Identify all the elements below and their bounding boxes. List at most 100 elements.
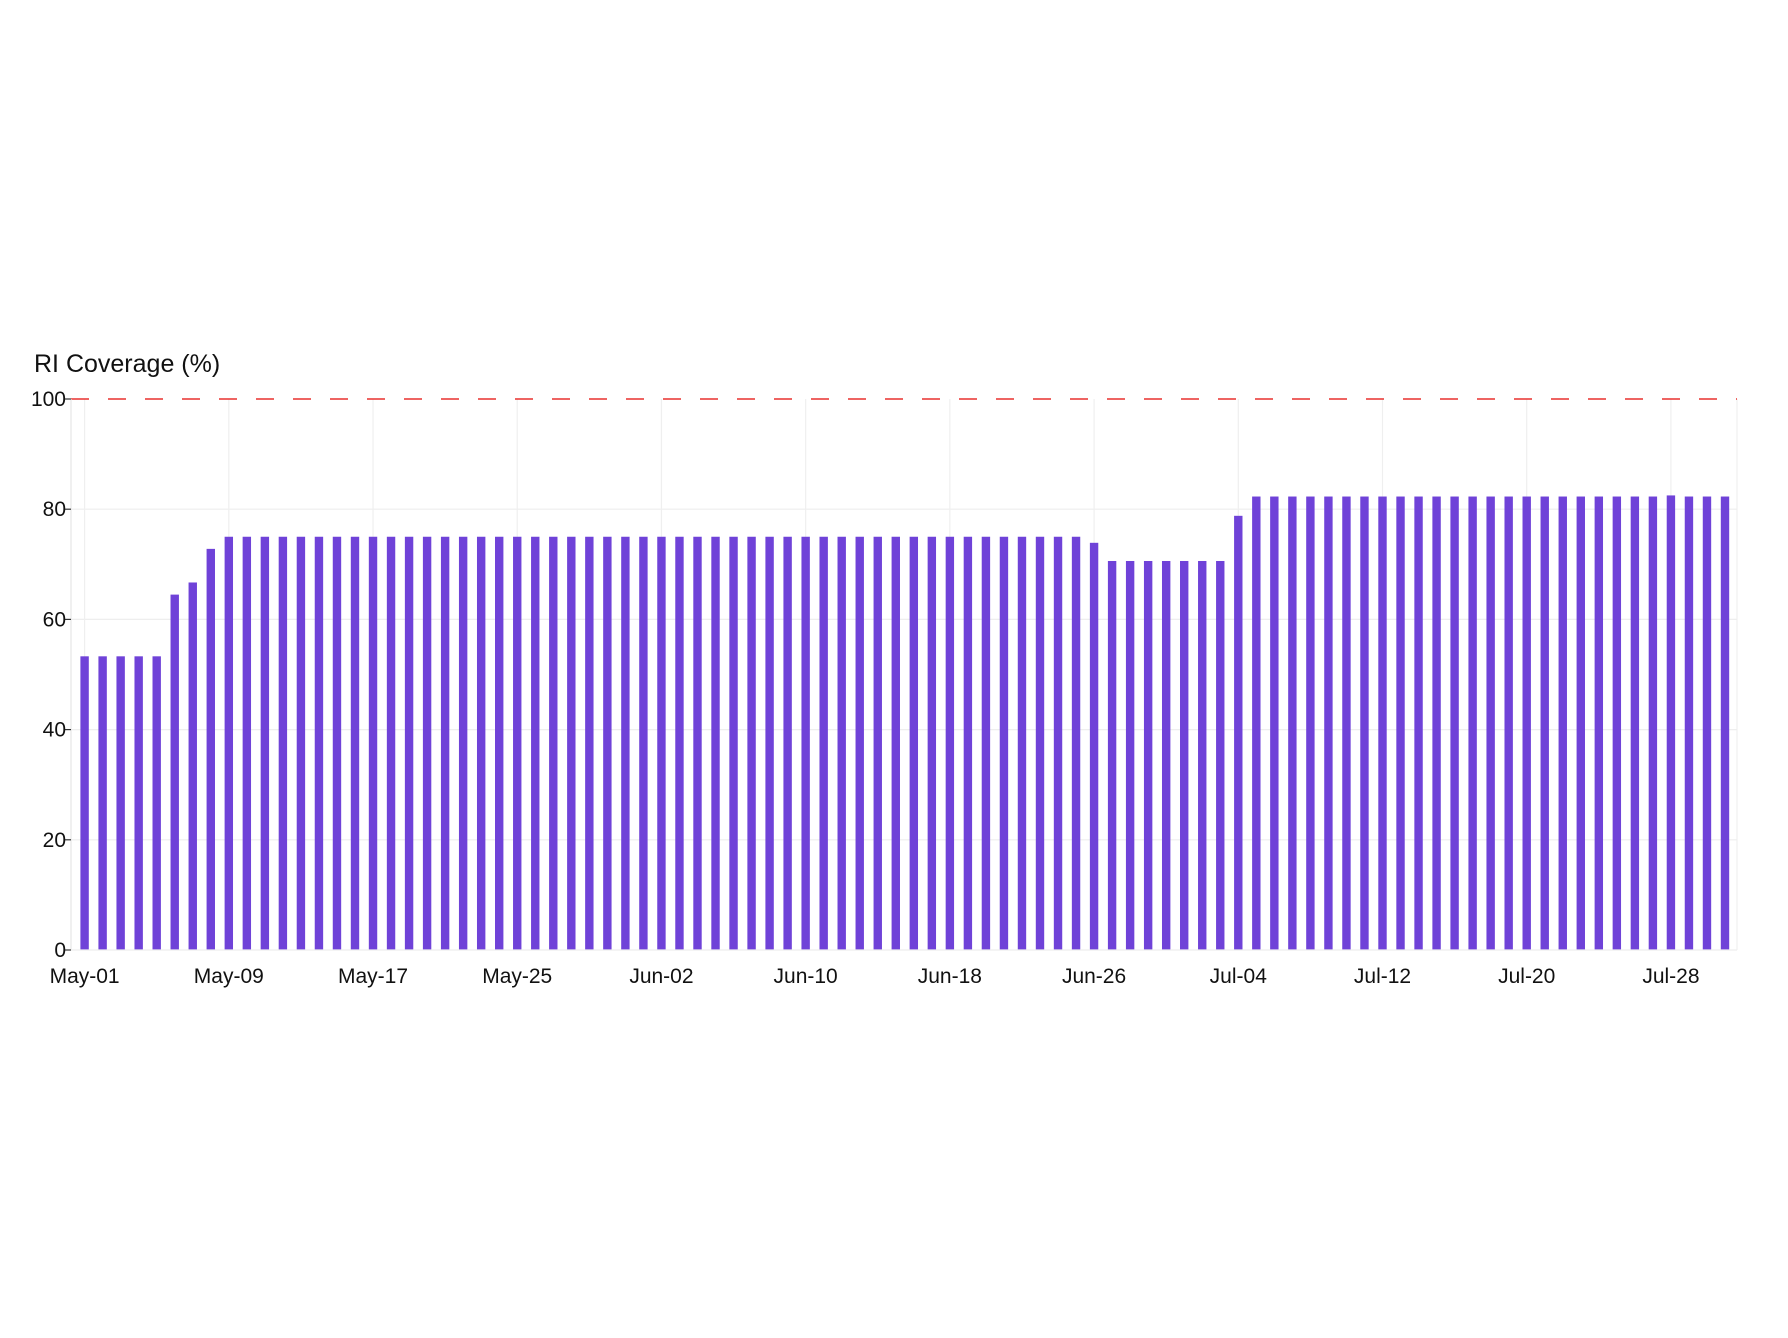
x-tick-label: Jun-02 [629, 965, 693, 988]
bar [585, 536, 594, 950]
bar [1378, 496, 1387, 950]
bar [1216, 560, 1225, 950]
bar [999, 536, 1009, 950]
bar [422, 536, 432, 950]
bar [1558, 496, 1567, 950]
bar [1252, 496, 1261, 950]
y-axis-label: RI Coverage (%) [34, 350, 220, 378]
bar [368, 536, 378, 950]
y-tick-label: 0 [54, 939, 66, 962]
bar [927, 536, 937, 950]
bar [1702, 496, 1712, 950]
bar [837, 536, 846, 950]
x-tick-label: Jul-28 [1642, 965, 1699, 988]
bar [747, 536, 756, 950]
bar [1180, 560, 1189, 950]
bar [98, 656, 107, 950]
bar [170, 594, 179, 950]
bar [531, 536, 540, 950]
bar [603, 536, 612, 950]
bar [1342, 496, 1351, 950]
bar [711, 536, 720, 950]
bar [855, 536, 864, 950]
bar [1432, 496, 1441, 950]
bar-series [80, 495, 1730, 950]
bar [783, 536, 792, 950]
bar [1089, 542, 1099, 950]
bar [1684, 496, 1694, 950]
bar [404, 536, 414, 950]
x-tick-label: Jun-18 [918, 965, 982, 988]
bar [314, 536, 324, 950]
bar [1288, 496, 1297, 950]
x-tick-label: Jul-12 [1354, 965, 1411, 988]
bar [1594, 496, 1604, 950]
bar [891, 536, 900, 950]
bar [657, 536, 666, 950]
bar [945, 536, 955, 950]
bar [1612, 496, 1622, 950]
bar [116, 656, 125, 950]
bar [1270, 496, 1279, 950]
bar [440, 536, 450, 950]
bar [188, 582, 197, 950]
x-tick-label: Jul-04 [1210, 965, 1268, 988]
y-tick-label: 80 [43, 498, 66, 521]
bar [458, 536, 468, 950]
bar [873, 536, 882, 950]
bar [386, 536, 396, 950]
bar [80, 656, 89, 950]
bar [476, 536, 486, 950]
x-tick-label: May-17 [338, 965, 408, 988]
x-tick-label: May-09 [194, 965, 264, 988]
bar [801, 536, 810, 950]
y-tick-label: 20 [43, 829, 66, 852]
bar [1143, 560, 1153, 950]
bar [1107, 560, 1117, 950]
bar [963, 536, 973, 950]
bar [729, 536, 738, 950]
bar [152, 656, 161, 950]
bar [621, 536, 630, 950]
bar [1071, 536, 1081, 950]
bar [675, 536, 684, 950]
bar [549, 536, 558, 950]
bar [567, 536, 576, 950]
bar [909, 536, 919, 950]
bar [1053, 536, 1063, 950]
x-tick-label: May-01 [50, 965, 120, 988]
x-tick-label: Jul-20 [1498, 965, 1555, 988]
y-tick-label: 60 [43, 608, 66, 631]
bar [206, 548, 215, 950]
bar [260, 536, 270, 950]
bar [296, 536, 306, 950]
bar [1125, 560, 1135, 950]
y-tick-label: 40 [43, 719, 66, 742]
bar [1468, 496, 1477, 950]
bar [1198, 560, 1207, 950]
bar [1630, 496, 1640, 950]
bar [1486, 496, 1495, 950]
y-tick-label: 100 [31, 388, 66, 411]
x-tick-label: Jun-10 [774, 965, 838, 988]
bar [224, 536, 234, 950]
bar [1360, 496, 1369, 950]
bar [1161, 560, 1171, 950]
bar [350, 536, 360, 950]
bar [1576, 496, 1585, 950]
bar [1450, 496, 1459, 950]
bar [495, 536, 504, 950]
bar [765, 536, 774, 950]
bar [1522, 496, 1531, 950]
bar [242, 536, 252, 950]
x-axis: May-01 May-09 May-17 May-25 Jun-02 Jun-10 Jun-… [50, 949, 1737, 988]
bar [1648, 496, 1658, 950]
bar [693, 536, 702, 950]
bar [1234, 515, 1243, 950]
bar [1035, 536, 1045, 950]
bar [1414, 496, 1423, 950]
bar [819, 536, 828, 950]
bar [639, 536, 648, 950]
bar [1540, 496, 1549, 950]
